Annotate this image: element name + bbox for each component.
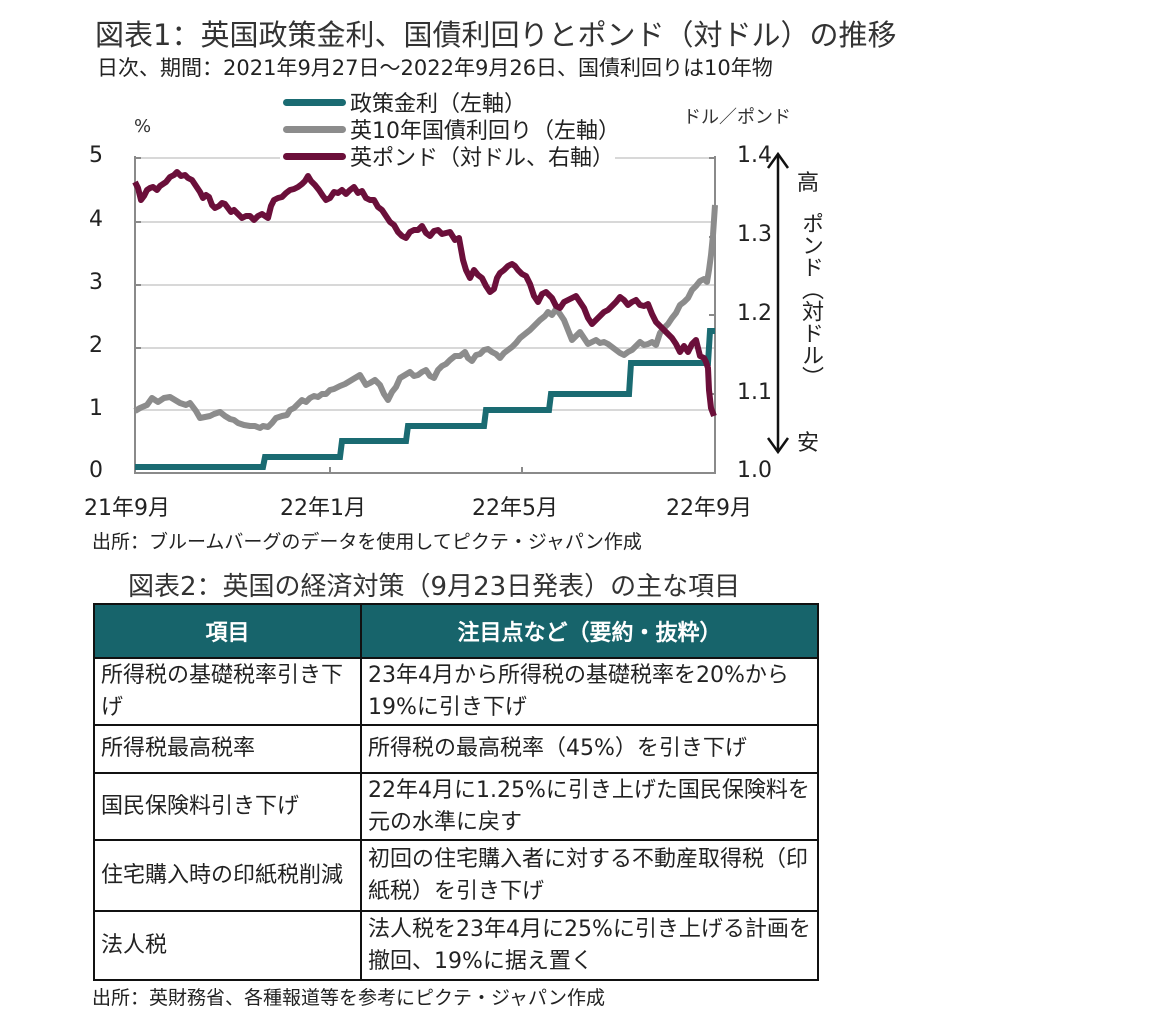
left-tick: 5: [89, 143, 103, 168]
figure1-title: 図表1：英国政策金利、国債利回りとポンド（対ドル）の推移: [95, 18, 897, 52]
legend-swatch-gray: [283, 125, 346, 133]
series-gilt-yield: [133, 204, 718, 431]
legend-item-policy-rate: 政策金利（左軸）: [283, 90, 526, 117]
cell-note: 所得税の最高税率（45%）を引き下げ: [360, 724, 819, 774]
arrow-axis-label: ポンド（対ドル）: [798, 212, 823, 388]
cell-item: 国民保険料引き下げ: [93, 772, 362, 841]
cell-note: 23年4月から所得税の基礎税率を20%から19%に引き下げ: [360, 657, 819, 726]
right-tick: 1.3: [737, 222, 772, 247]
arrow-high-label: 高: [797, 171, 820, 196]
x-tick: 22年5月: [472, 496, 558, 521]
figure2-source: 出所：英財務省、各種報道等を参考にピクテ・ジャパン作成: [92, 987, 606, 1009]
cell-item: 法人税: [93, 910, 362, 981]
right-tick: 1.0: [737, 458, 772, 483]
line-chart-plot: [132, 156, 718, 474]
right-axis-unit: ドル／ポンド: [683, 107, 791, 128]
column-header-note: 注目点など（要約・抜粋）: [360, 603, 819, 659]
series-policy-rate: [135, 328, 715, 470]
figure2-title: 図表2：英国の経済対策（9月23日発表）の主な項目: [128, 572, 741, 602]
table-row: 住宅購入時の印紙税削減 初回の住宅購入者に対する不動産取得税（印紙税）を引き下げ: [93, 839, 819, 912]
left-tick: 1: [89, 396, 103, 421]
table-row: 国民保険料引き下げ 22年4月に1.25%に引き上げた国民保険料を元の水準に戻す: [93, 772, 819, 841]
table-row: 所得税最高税率 所得税の最高税率（45%）を引き下げ: [93, 724, 819, 774]
table-header-row: 項目 注目点など（要約・抜粋）: [93, 603, 819, 659]
left-tick: 3: [89, 270, 103, 295]
table-row: 所得税の基礎税率引き下げ 23年4月から所得税の基礎税率を20%から19%に引き…: [93, 657, 819, 726]
x-tick: 22年1月: [280, 496, 366, 521]
measures-table: 項目 注目点など（要約・抜粋） 所得税の基礎税率引き下げ 23年4月から所得税の…: [93, 603, 819, 981]
figure1-source: 出所：ブルームバーグのデータを使用してピクテ・ジャパン作成: [92, 531, 642, 553]
legend-item-pound: 英ポンド（対ドル、右軸）: [283, 144, 614, 171]
left-tick: 2: [89, 333, 103, 358]
table-row: 法人税 法人税を23年4月に25%に引き上げる計画を撤回、19%に据え置く: [93, 910, 819, 981]
cell-note: 22年4月に1.25%に引き上げた国民保険料を元の水準に戻す: [360, 772, 819, 841]
double-arrow-icon: [766, 151, 790, 455]
column-header-item: 項目: [93, 603, 362, 659]
x-tick: 21年9月: [84, 496, 170, 521]
legend-label: 政策金利（左軸）: [350, 92, 527, 117]
cell-item: 所得税の基礎税率引き下げ: [93, 657, 362, 726]
cell-item: 住宅購入時の印紙税削減: [93, 839, 362, 912]
left-axis-unit: %: [134, 116, 152, 137]
left-tick: 4: [89, 207, 103, 232]
cell-note: 法人税を23年4月に25%に引き上げる計画を撤回、19%に据え置く: [360, 910, 819, 981]
legend-label: 英10年国債利回り（左軸）: [350, 119, 620, 144]
arrow-low-label: 安: [797, 431, 820, 456]
legend-label: 英ポンド（対ドル、右軸）: [350, 146, 615, 171]
legend-swatch-teal: [283, 98, 346, 106]
legend-item-gilt-yield: 英10年国債利回り（左軸）: [283, 117, 620, 144]
legend-swatch-maroon: [283, 152, 346, 160]
cell-item: 所得税最高税率: [93, 724, 362, 774]
series-gbp-usd: [132, 169, 717, 418]
right-tick: 1.4: [737, 143, 772, 168]
figure1-subtitle: 日次、期間：2021年9月27日～2022年9月26日、国債利回りは10年物: [97, 56, 773, 80]
left-tick: 0: [89, 458, 103, 483]
x-tick: 22年9月: [666, 496, 752, 521]
right-tick: 1.1: [737, 380, 772, 405]
right-tick: 1.2: [737, 301, 772, 326]
cell-note: 初回の住宅購入者に対する不動産取得税（印紙税）を引き下げ: [360, 839, 819, 912]
